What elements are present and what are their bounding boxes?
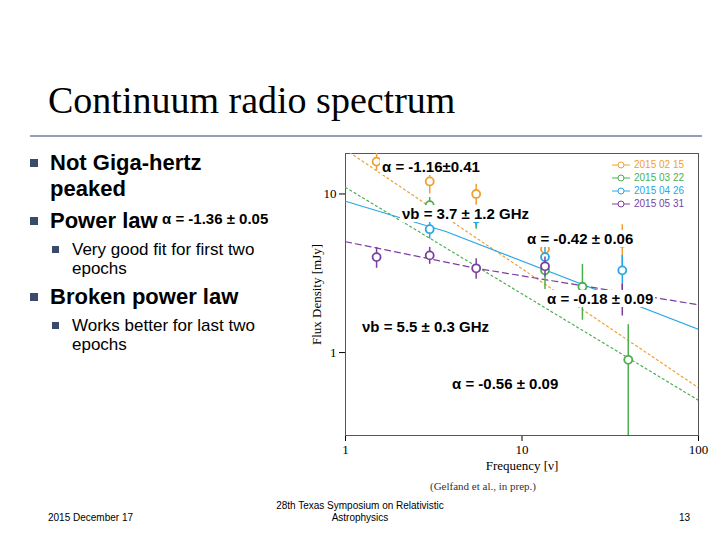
html-text:α = -0.56 ± 0.09: α = -0.56 ± 0.09 [452, 375, 559, 392]
svg-text:Frequency [ν]: Frequency [ν] [486, 458, 559, 473]
svg-text:Flux Density [mJy]: Flux Density [mJy] [309, 244, 324, 345]
html-text:2015 04 26: 2015 04 26 [634, 185, 685, 196]
svg-text:100: 100 [689, 442, 709, 457]
html-text:νb = 3.7 ± 1.2 GHz: νb = 3.7 ± 1.2 GHz [402, 205, 529, 222]
html-text:α = -0.18 ± 0.09: α = -0.18 ± 0.09 [547, 290, 654, 307]
html-text:13: 13 [678, 512, 690, 523]
html-text:Broken power law: Broken power law [50, 284, 239, 309]
html-text:Not Giga-hertz peaked: Not Giga-hertz peaked [50, 150, 202, 201]
html-text:Power law: Power law [50, 208, 158, 233]
html-text:Works better for last two epoc: Works better for last two epochs [72, 316, 255, 354]
svg-text:1: 1 [342, 442, 349, 457]
html-text:α = -0.42 ± 0.06: α = -0.42 ± 0.06 [527, 230, 634, 247]
html-text:(Gelfand et al., in prep.): (Gelfand et al., in prep.) [430, 480, 536, 492]
html-text:α = -1.36 ± 0.05: α = -1.36 ± 0.05 [162, 210, 269, 227]
html-text:α = -1.16±0.41: α = -1.16±0.41 [382, 158, 480, 175]
html-text:28th Texas Symposium on Relati: 28th Texas Symposium on Relativistic Ast… [276, 500, 444, 523]
svg-text:10: 10 [324, 186, 337, 201]
html-text:Continuum radio spectrum: Continuum radio spectrum [48, 79, 456, 121]
html-text:2015 05 31: 2015 05 31 [634, 198, 685, 209]
svg-text:10: 10 [516, 442, 529, 457]
html-text:νb = 5.5 ± 0.3 GHz: νb = 5.5 ± 0.3 GHz [362, 318, 489, 335]
html-text:2015 December 17: 2015 December 17 [48, 512, 134, 523]
svg-text:1: 1 [330, 345, 337, 360]
html-text:2015 02 15: 2015 02 15 [634, 159, 685, 170]
html-text:Very good fit for first two ep: Very good fit for first two epochs [72, 240, 255, 278]
html-text:2015 03 22: 2015 03 22 [634, 172, 685, 183]
